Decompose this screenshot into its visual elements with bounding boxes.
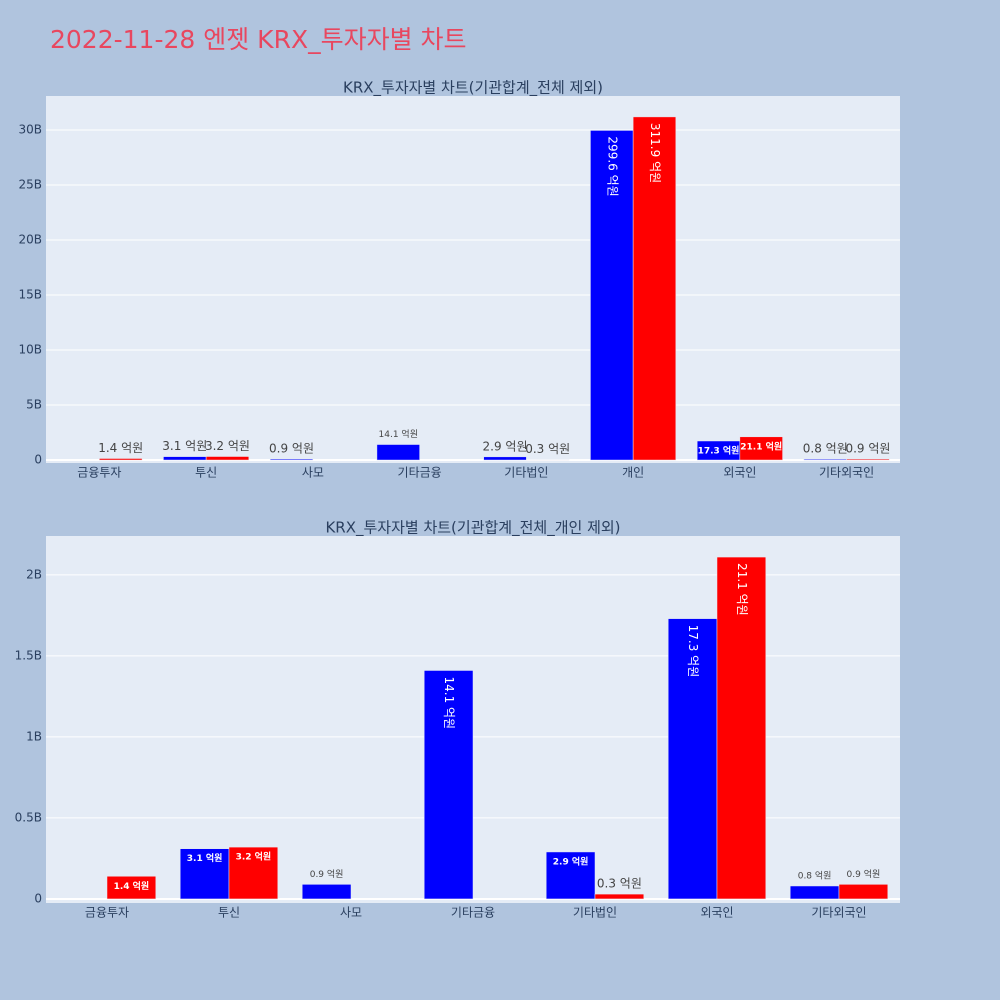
bar <box>846 458 890 461</box>
bar <box>803 458 847 461</box>
value-label: 3.2 억원 <box>205 439 250 453</box>
bar <box>106 876 157 900</box>
y-tick-label: 0 <box>34 453 42 467</box>
plot-area <box>46 96 900 463</box>
value-label: 14.1 억원 <box>379 428 418 440</box>
bar <box>228 846 279 900</box>
x-tick-label: 투신 <box>195 466 217 480</box>
chart-title: KRX_투자자별 차트(기관합계_전체 제외) <box>343 79 603 98</box>
value-label: 21.1 억원 <box>735 563 749 616</box>
bar <box>205 456 250 461</box>
x-tick-label: 투신 <box>218 906 240 920</box>
bar <box>99 458 143 461</box>
value-label: 0.3 억원 <box>525 442 570 456</box>
bar <box>789 885 840 900</box>
x-tick-label: 기타외국인 <box>819 466 874 480</box>
value-label: 3.1 억원 <box>187 852 223 864</box>
y-tick-label: 10B <box>18 343 42 357</box>
value-label: 311.9 억원 <box>648 123 662 183</box>
x-tick-label: 개인 <box>622 466 644 480</box>
bar <box>423 670 474 900</box>
value-label: 0.9 억원 <box>845 442 890 456</box>
x-tick-label: 금융투자 <box>85 906 129 920</box>
bar <box>632 116 677 461</box>
value-label: 2.9 억원 <box>553 855 589 867</box>
y-tick-label: 30B <box>18 122 42 136</box>
bar <box>163 456 207 461</box>
y-tick-label: 1.5B <box>15 648 42 662</box>
page-title: 2022-11-28 엔젯 KRX_투자자별 차트 <box>50 25 467 54</box>
x-tick-label: 기타법인 <box>504 466 548 480</box>
bar <box>716 556 767 900</box>
value-label: 0.9 억원 <box>269 442 314 456</box>
value-label: 3.1 억원 <box>162 439 207 453</box>
x-tick-label: 기타금융 <box>451 906 495 920</box>
x-tick-label: 금융투자 <box>77 466 121 480</box>
value-label: 0.3 억원 <box>597 877 642 891</box>
x-tick-label: 사모 <box>302 466 324 480</box>
x-tick-label: 기타법인 <box>573 906 617 920</box>
y-tick-label: 2B <box>26 567 42 581</box>
y-tick-label: 20B <box>18 233 42 247</box>
x-tick-label: 외국인 <box>723 466 756 480</box>
value-label: 0.9 억원 <box>310 868 344 880</box>
y-tick-label: 1B <box>26 729 42 743</box>
value-label: 14.1 억원 <box>442 676 456 729</box>
chart-title: KRX_투자자별 차트(기관합계_전체_개인 제외) <box>325 519 620 538</box>
value-label: 3.2 억원 <box>236 851 272 863</box>
value-label: 2.9 억원 <box>483 439 528 453</box>
bar <box>545 851 596 900</box>
bar <box>301 884 352 900</box>
y-tick-label: 0.5B <box>15 810 42 824</box>
bar <box>483 456 527 461</box>
x-tick-label: 사모 <box>340 906 362 920</box>
bar <box>667 618 718 900</box>
bar <box>179 848 230 900</box>
bar <box>269 458 314 461</box>
y-tick-label: 15B <box>18 288 42 302</box>
value-label: 17.3 억원 <box>698 444 740 456</box>
bar <box>376 444 420 461</box>
y-tick-label: 0 <box>34 891 42 905</box>
value-label: 1.4 억원 <box>98 441 143 455</box>
y-tick-label: 5B <box>26 398 42 412</box>
value-label: 299.6 억원 <box>605 136 619 196</box>
value-label: 17.3 억원 <box>686 625 700 678</box>
bar <box>590 130 634 461</box>
bar <box>838 884 889 900</box>
bar <box>594 893 645 900</box>
value-label: 0.8 억원 <box>803 442 848 456</box>
bar <box>739 436 783 461</box>
y-tick-label: 25B <box>18 177 42 191</box>
value-label: 21.1 억원 <box>740 440 782 452</box>
x-tick-label: 기타외국인 <box>811 906 866 920</box>
x-tick-label: 기타금융 <box>398 466 442 480</box>
value-label: 1.4 억원 <box>114 880 150 892</box>
x-tick-label: 외국인 <box>700 906 733 920</box>
value-label: 0.9 억원 <box>847 868 881 880</box>
value-label: 0.8 억원 <box>798 869 832 881</box>
